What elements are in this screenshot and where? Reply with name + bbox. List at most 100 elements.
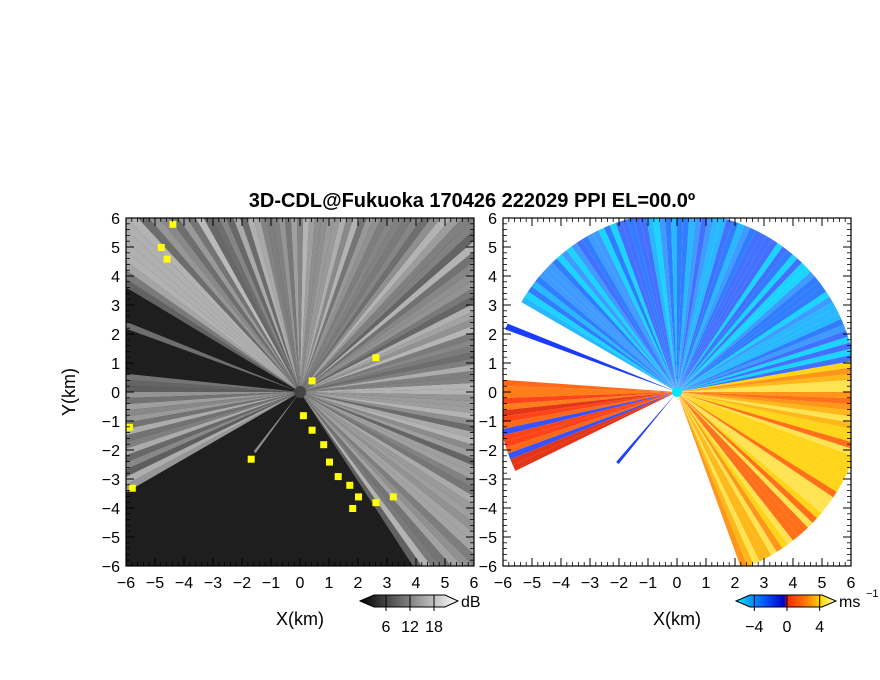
- radar-beam: [658, 218, 677, 392]
- radar-beam: [300, 218, 397, 392]
- radar-beam: [677, 392, 772, 559]
- snr-colorbar-bar: [358, 594, 460, 608]
- radar-beam: [627, 218, 677, 392]
- y-tick-label: −1: [102, 414, 120, 431]
- y-tick-label: 2: [488, 327, 497, 344]
- radar-beam: [547, 262, 677, 392]
- clutter-mark: [372, 499, 380, 507]
- radar-beam: [300, 218, 422, 392]
- clutter-mark: [389, 493, 397, 501]
- y-tick-label: −5: [102, 530, 120, 547]
- radar-beam: [300, 218, 432, 392]
- x-tick-label: −5: [146, 575, 164, 592]
- radar-beam: [524, 291, 677, 392]
- radar-beam: [290, 218, 300, 392]
- radar-beam: [677, 286, 827, 392]
- radar-beam: [677, 392, 837, 498]
- y-tick-label: 1: [488, 356, 497, 373]
- radar-beam: [677, 258, 802, 392]
- radar-beam: [203, 218, 300, 392]
- radar-beam: [677, 367, 851, 392]
- radar-beam: [253, 218, 300, 392]
- radar-beam: [126, 392, 300, 399]
- radar-beam: [677, 330, 848, 392]
- radar-beam: [677, 324, 846, 392]
- radar-beam: [178, 218, 300, 392]
- y-tick-label: −6: [479, 559, 497, 576]
- x-tick-label: 4: [789, 575, 798, 592]
- colorbar-tick-label: 12: [401, 619, 419, 636]
- radar-beam: [218, 218, 300, 392]
- radar-beam: [300, 358, 474, 392]
- x-tick-label: 0: [673, 575, 682, 592]
- radar-beam: [664, 218, 677, 392]
- snr-image: [126, 218, 474, 566]
- x-tick-label: 1: [702, 575, 711, 592]
- clutter-mark: [334, 473, 342, 481]
- velocity-colorbar-ticks: −4 0 4: [745, 595, 824, 636]
- radar-beam: [296, 218, 304, 392]
- radar-beam: [677, 392, 834, 503]
- radar-beam: [677, 225, 751, 392]
- clutter-mark: [299, 412, 307, 420]
- radar-beam: [503, 392, 677, 405]
- radar-beam: [677, 219, 733, 392]
- radar-beam: [576, 239, 677, 392]
- radar-beam: [300, 270, 474, 392]
- radar-beam: [300, 392, 474, 408]
- radar-beam: [126, 229, 300, 392]
- radar-beam: [677, 392, 830, 509]
- radar-beam: [587, 233, 677, 392]
- radar-beam: [677, 392, 851, 417]
- radar-beam: [677, 392, 799, 541]
- radar-beam: [677, 392, 844, 487]
- radar-beam: [300, 325, 474, 392]
- x-tick-label: −5: [523, 575, 541, 592]
- radar-beam: [300, 218, 341, 392]
- radar-beam: [300, 392, 474, 433]
- radar-beam: [527, 286, 677, 392]
- radar-beam: [503, 392, 677, 442]
- radar-beam: [233, 218, 300, 392]
- clutter-mark: [247, 455, 255, 463]
- velocity-colorbar: −4 0 4 ms −1: [734, 588, 879, 636]
- radar-beam: [677, 313, 842, 392]
- radar-beam: [677, 267, 811, 392]
- x-tick-label: −1: [639, 575, 657, 592]
- radar-beam: [300, 218, 441, 392]
- radar-beam: [677, 291, 830, 392]
- radar-beam: [616, 392, 677, 465]
- x-tick-label: −6: [494, 575, 512, 592]
- y-tick-label: 5: [111, 240, 120, 257]
- y-tick-label: −6: [102, 559, 120, 576]
- radar-beam: [677, 392, 850, 475]
- y-tick-label: −3: [102, 472, 120, 489]
- radar-beam: [300, 260, 474, 392]
- radar-beam: [677, 392, 766, 562]
- radar-beam: [677, 392, 822, 519]
- radar-beam: [521, 296, 677, 392]
- velocity-x-axis-label: X(km): [653, 609, 701, 629]
- snr-axis-ticks: −6 −5 −4 −3 −2 −1 0 1 2 3 4 5 6 −6 −5 −4 −3 −2 −1 0 1 2 3 4 5 6: [102, 211, 479, 592]
- radar-beam: [505, 323, 677, 392]
- radar-beam: [677, 392, 804, 537]
- radar-beam: [677, 230, 762, 392]
- radar-beam: [300, 392, 474, 474]
- radar-beam: [300, 218, 374, 392]
- radar-beam: [300, 382, 474, 392]
- clutter-mark: [320, 441, 328, 449]
- radar-beam: [300, 218, 310, 392]
- radar-beam: [677, 392, 788, 549]
- radar-beam: [300, 392, 474, 459]
- y-tick-label: −5: [479, 530, 497, 547]
- radar-beam: [677, 236, 773, 392]
- radar-beam: [300, 392, 422, 566]
- y-tick-label: 6: [111, 211, 120, 228]
- radar-beam: [506, 392, 677, 454]
- y-tick-label: −2: [102, 443, 120, 460]
- radar-beam: [677, 246, 788, 392]
- radar-beam: [677, 385, 851, 392]
- radar-beam: [126, 385, 300, 392]
- radar-beam: [137, 218, 300, 392]
